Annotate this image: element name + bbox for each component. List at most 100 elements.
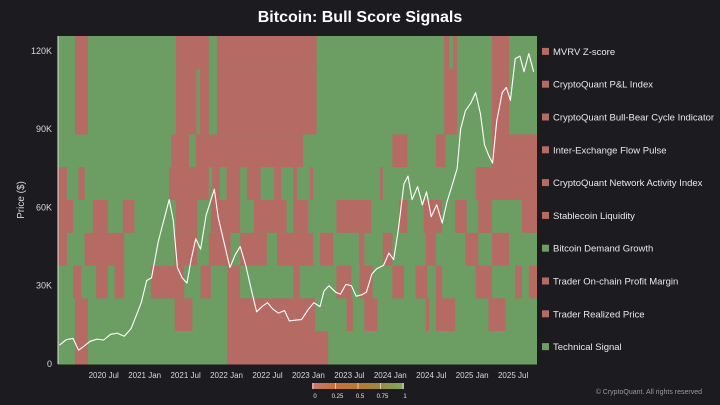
legend-label: Technical Signal (553, 342, 622, 353)
heatmap-cell-bear (176, 68, 197, 103)
heatmap-cell-bear (399, 200, 408, 234)
axes: 0 30K 60K 90K 120K 2020 Jul 2021 Jan 2021 Jul 20… (31, 36, 528, 380)
legend-swatch (542, 277, 549, 285)
x-tick-label: 2022 Jan (210, 371, 243, 380)
heatmap-cell-bear (226, 167, 241, 201)
heatmap-cell-bear (169, 167, 209, 201)
heatmap-cell-bear (475, 265, 492, 299)
heatmap-cell-bear (277, 232, 314, 267)
heatmap-cell-bear (425, 232, 437, 267)
heatmap-cell-bear (208, 232, 231, 267)
heatmap-cell-bear (346, 298, 353, 332)
legend-label: Bitcoin Demand Growth (553, 244, 653, 255)
heatmap-cell-bear (227, 331, 329, 365)
x-tick-label: 2021 Jul (170, 371, 200, 380)
y-tick-label: 30K (36, 281, 52, 291)
heatmap-cell-bear (358, 232, 365, 267)
heatmap-cell-bear (216, 101, 317, 135)
x-tick-label: 2025 Jul (498, 371, 528, 380)
heatmap-cell-bear (199, 68, 209, 103)
heatmap-cell-bear (58, 200, 74, 234)
legend-swatch (542, 146, 549, 154)
heatmap-cell-bear (274, 167, 282, 201)
heatmap-cell-bear (515, 265, 522, 299)
heatmap-cell-bear (320, 232, 333, 267)
heatmap-cell-bear (491, 134, 537, 168)
heatmap-cell-bear (491, 68, 510, 103)
legend: MVRV Z-score CryptoQuant P&L Index CryptoQ… (542, 47, 714, 353)
chart-title: Bitcoin: Bull Score Signals (257, 9, 463, 26)
heatmap-cell-bear (455, 200, 467, 234)
heatmap-cell-bear (75, 36, 89, 70)
heatmap-cell-bear (423, 200, 443, 234)
heatmap-cell-bear (364, 298, 378, 332)
heatmap-cell-bear (436, 134, 446, 168)
legend-label: MVRV Z-score (553, 47, 615, 58)
heatmap-cell-bear (436, 265, 443, 299)
colorbar-tick-label: 0.75 (377, 394, 389, 400)
x-tick-label: 2022 Jul (252, 371, 282, 380)
legend-label: Trader On-chain Profit Margin (553, 277, 678, 288)
heatmap-cell-bear (92, 200, 108, 234)
heatmap-cell-bear (210, 200, 241, 234)
heatmap-cell-bear (521, 200, 537, 234)
heatmap-cell-bear (75, 68, 89, 103)
y-tick-label: 90K (36, 124, 52, 134)
heatmap-cell-bear (392, 265, 404, 299)
colorbar-tick-label: 1 (403, 394, 407, 400)
heatmap-cell-bear (75, 101, 89, 135)
heatmap-cell-bear (359, 265, 373, 299)
heatmap-cell-bear (528, 265, 537, 299)
heatmap-cell-bear (415, 265, 428, 299)
heatmap-cell-bear (293, 200, 309, 234)
heatmap-cell-bear (444, 36, 449, 70)
heatmap-cell-bear (436, 298, 456, 332)
legend-label: CryptoQuant Bull-Bear Cycle Indicator (553, 113, 714, 124)
heatmap-cell-bear (425, 298, 430, 332)
x-tick-label: 2025 Jan (456, 371, 489, 380)
x-tick-label: 2024 Jul (416, 371, 446, 380)
heatmap-cell-bear (380, 167, 383, 201)
heatmap-cell-bear (174, 298, 193, 332)
heatmap-cell-bear (176, 36, 209, 70)
heatmap-cell-bear (491, 36, 510, 70)
heatmap-cell-bear (58, 232, 67, 267)
heatmap-cell-bear (382, 232, 393, 267)
legend-swatch (542, 80, 549, 88)
heatmap-cell-bear (478, 200, 492, 234)
legend-swatch (542, 47, 549, 55)
heatmap-cell-bear (488, 298, 506, 332)
heatmap-cell-bear (253, 200, 287, 234)
legend-swatch (542, 343, 549, 351)
price-line (59, 52, 535, 351)
legend-label: CryptoQuant Network Activity Index (553, 178, 703, 189)
heatmap-cell-bear (212, 167, 220, 201)
heatmap-cell-bear (200, 265, 211, 299)
heatmap-cell-bear (392, 134, 408, 168)
heatmap (58, 36, 537, 365)
heatmap-cell-bear (491, 232, 510, 267)
heatmap-cell-bear (176, 101, 197, 135)
x-tick-label: 2023 Jul (334, 371, 364, 380)
heatmap-cell-bear (475, 167, 537, 201)
heatmap-cell-bear (336, 200, 372, 234)
heatmap-cell-bear (453, 36, 458, 70)
x-tick-label: 2020 Jul (89, 371, 119, 380)
legend-swatch (542, 310, 549, 318)
heatmap-cell-bear (122, 200, 135, 234)
colorbar-tick-label: 0.25 (332, 394, 344, 400)
heatmap-cell-bear (309, 167, 314, 201)
heatmap-cell-bear (171, 134, 190, 168)
legend-label: Inter-Exchange Flow Pulse (553, 145, 667, 156)
legend-swatch (542, 211, 549, 219)
heatmap-cell-bear (491, 101, 510, 135)
y-tick-label: 0 (47, 359, 52, 369)
heatmap-cell-bear (75, 298, 89, 332)
y-tick-label: 60K (36, 202, 52, 212)
legend-swatch (542, 179, 549, 187)
x-tick-label: 2021 Jan (128, 371, 161, 380)
colorbar: 0 0.25 0.5 0.75 1 (312, 383, 407, 400)
colorbar-tick-label: 0 (313, 394, 317, 400)
heatmap-cell-bear (336, 265, 352, 299)
copyright: © CryptoQuant. All rights reserved (595, 389, 702, 396)
